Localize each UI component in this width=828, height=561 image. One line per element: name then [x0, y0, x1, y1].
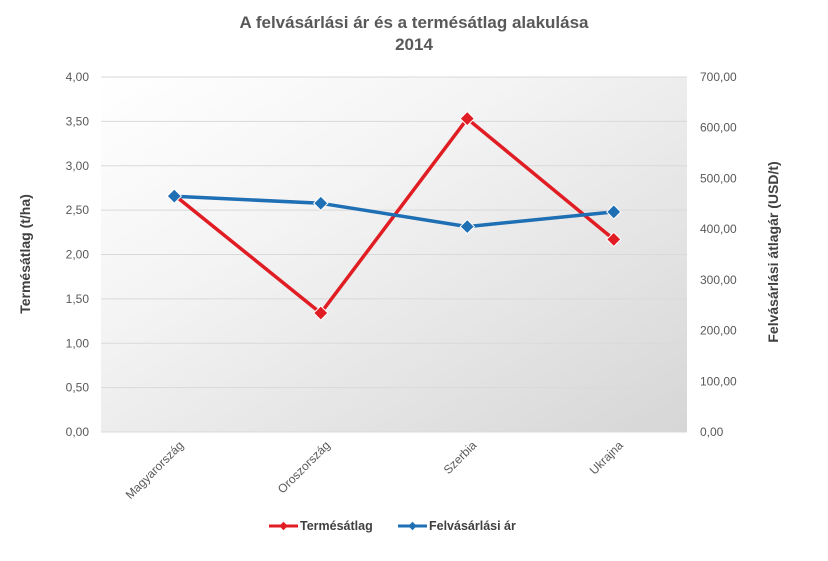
- legend-label-felvasarlasi-ar: Felvásárlási ár: [429, 519, 516, 533]
- right-tick-label: 0,00: [700, 425, 724, 439]
- data-point-termesatlag-ukrajna: [605, 231, 622, 248]
- x-tick-label: Szerbia: [441, 438, 480, 477]
- right-axis-title: Felvásárlási átlagár (USD/t): [765, 161, 781, 342]
- x-axis-ticks: Magyarország Oroszország Szerbia Ukrajna: [123, 438, 626, 502]
- data-point-felvasarlasi-ar-ukrajna: [605, 204, 622, 220]
- x-tick-label: Oroszország: [275, 438, 333, 496]
- right-tick-label: 100,00: [700, 374, 737, 388]
- data-point-felvasarlasi-ar-oroszorszag: [313, 195, 329, 212]
- legend: Termésátlag Felvásárlási ár: [269, 519, 516, 533]
- x-tick-label: Ukrajna: [587, 438, 626, 477]
- right-axis-ticks: 0,00 100,00 200,00 300,00 400,00 500,00 600,00…: [700, 70, 737, 439]
- chart-subtitle: 2014: [395, 35, 433, 54]
- right-tick-label: 600,00: [700, 121, 737, 135]
- left-tick-label: 0,50: [66, 381, 90, 395]
- left-tick-label: 3,50: [66, 114, 90, 128]
- right-tick-label: 700,00: [700, 70, 737, 84]
- left-tick-label: 3,00: [66, 159, 90, 173]
- legend-label-termesatlag: Termésátlag: [300, 519, 373, 533]
- data-point-felvasarlasi-ar-szerbia: [459, 218, 476, 235]
- legend-marker-felvasarlasi-ar: [408, 521, 417, 531]
- right-tick-label: 400,00: [700, 222, 737, 236]
- right-tick-label: 200,00: [700, 324, 737, 338]
- data-point-termesatlag-szerbia: [459, 110, 476, 127]
- series-layer: [166, 110, 622, 321]
- series-line-felvasarlasi-ar: [174, 194, 614, 229]
- chart-title: A felvásárlási ár és a termésátlag alaku…: [239, 13, 589, 32]
- right-tick-label: 300,00: [700, 273, 737, 287]
- left-tick-label: 2,00: [66, 248, 90, 262]
- legend-marker-termesatlag: [279, 521, 288, 531]
- left-tick-label: 1,00: [66, 336, 90, 350]
- data-point-termesatlag-oroszorszag: [313, 305, 329, 321]
- left-axis-title: Termésátlag (t/ha): [17, 194, 33, 314]
- right-tick-label: 500,00: [700, 171, 737, 185]
- left-tick-label: 2,50: [66, 203, 90, 217]
- left-tick-label: 4,00: [66, 70, 90, 84]
- legend-item-termesatlag: Termésátlag: [269, 519, 373, 533]
- left-tick-label: 0,00: [66, 425, 90, 439]
- gridlines: [101, 76, 687, 433]
- left-tick-label: 1,50: [66, 292, 90, 306]
- x-tick-label: Magyarország: [123, 438, 187, 502]
- data-point-felvasarlasi-ar-magyarorszag: [166, 188, 183, 204]
- legend-item-felvasarlasi-ar: Felvásárlási ár: [398, 519, 516, 533]
- left-axis-ticks: 0,00 0,50 1,00 1,50 2,00 2,50 3,00 3,50 4,00: [66, 70, 90, 439]
